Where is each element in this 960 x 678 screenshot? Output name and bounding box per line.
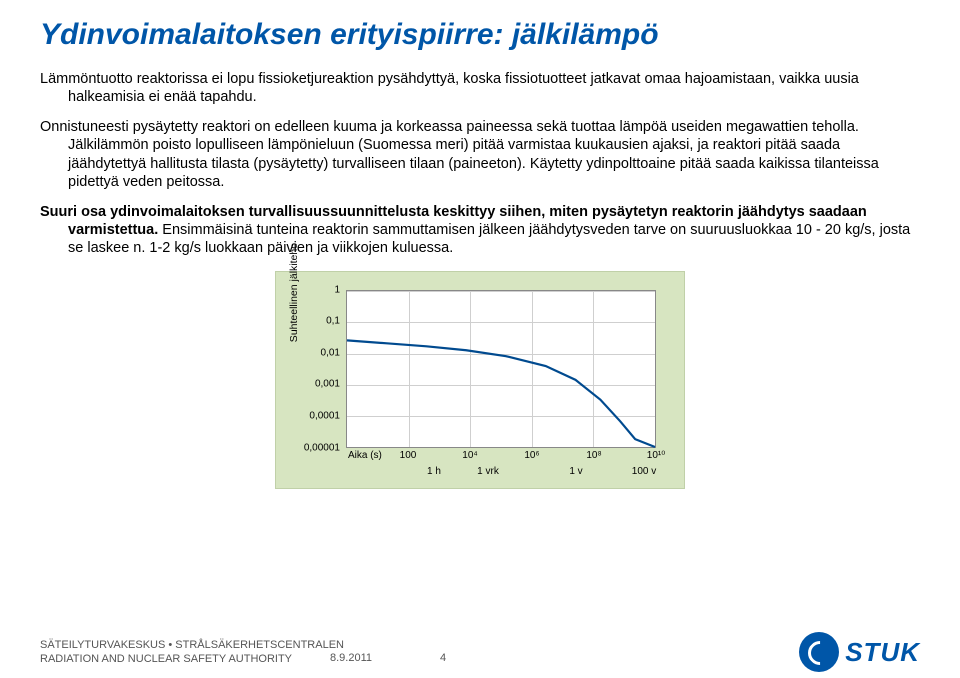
logo-icon xyxy=(799,632,839,672)
ytick: 0,0001 xyxy=(290,411,340,422)
ytick: 0,001 xyxy=(290,379,340,390)
paragraph-3: Suuri osa ydinvoimalaitoksen turvallisuu… xyxy=(40,203,920,257)
chart-xlabel: Aika (s) xyxy=(348,450,382,461)
decay-heat-chart: Suhteellinen jälkiteho 1 0,1 0,01 0,001 … xyxy=(275,271,685,489)
xtick2: 1 v xyxy=(569,466,582,477)
footer: SÄTEILYTURVAKESKUS • STRÅLSÄKERHETSCENTR… xyxy=(0,626,960,678)
slide-content: Ydinvoimalaitoksen erityispiirre: jälkil… xyxy=(0,0,960,489)
ytick: 0,1 xyxy=(290,316,340,327)
xtick: 10⁶ xyxy=(524,450,539,461)
plot-area xyxy=(346,290,656,448)
xtick2: 1 vrk xyxy=(477,466,499,477)
xtick: 10⁸ xyxy=(586,450,601,461)
footer-line1: SÄTEILYTURVAKESKUS • STRÅLSÄKERHETSCENTR… xyxy=(40,638,344,652)
paragraph-1: Lämmöntuotto reaktorissa ei lopu fissiok… xyxy=(40,70,920,106)
ytick: 1 xyxy=(290,285,340,296)
footer-page: 4 xyxy=(440,652,446,664)
paragraph-3-rest: Ensimmäisinä tunteina reaktorin sammutta… xyxy=(68,222,910,256)
ytick: 0,00001 xyxy=(290,443,340,454)
footer-date: 8.9.2011 xyxy=(330,652,372,664)
footer-line2: RADIATION AND NUCLEAR SAFETY AUTHORITY xyxy=(40,652,344,666)
xtick2: 100 v xyxy=(632,466,656,477)
xtick: 10¹⁰ xyxy=(647,450,665,461)
logo-text: STUK xyxy=(845,637,920,668)
page-title: Ydinvoimalaitoksen erityispiirre: jälkil… xyxy=(40,18,920,52)
ytick: 0,01 xyxy=(290,348,340,359)
xtick: 100 xyxy=(400,450,417,461)
stuk-logo: STUK xyxy=(799,632,920,672)
xtick: 10⁴ xyxy=(462,450,477,461)
footer-org: SÄTEILYTURVAKESKUS • STRÅLSÄKERHETSCENTR… xyxy=(40,638,344,667)
chart-curve xyxy=(347,291,655,447)
xtick2: 1 h xyxy=(427,466,441,477)
paragraph-2: Onnistuneesti pysäytetty reaktori on ede… xyxy=(40,118,920,191)
